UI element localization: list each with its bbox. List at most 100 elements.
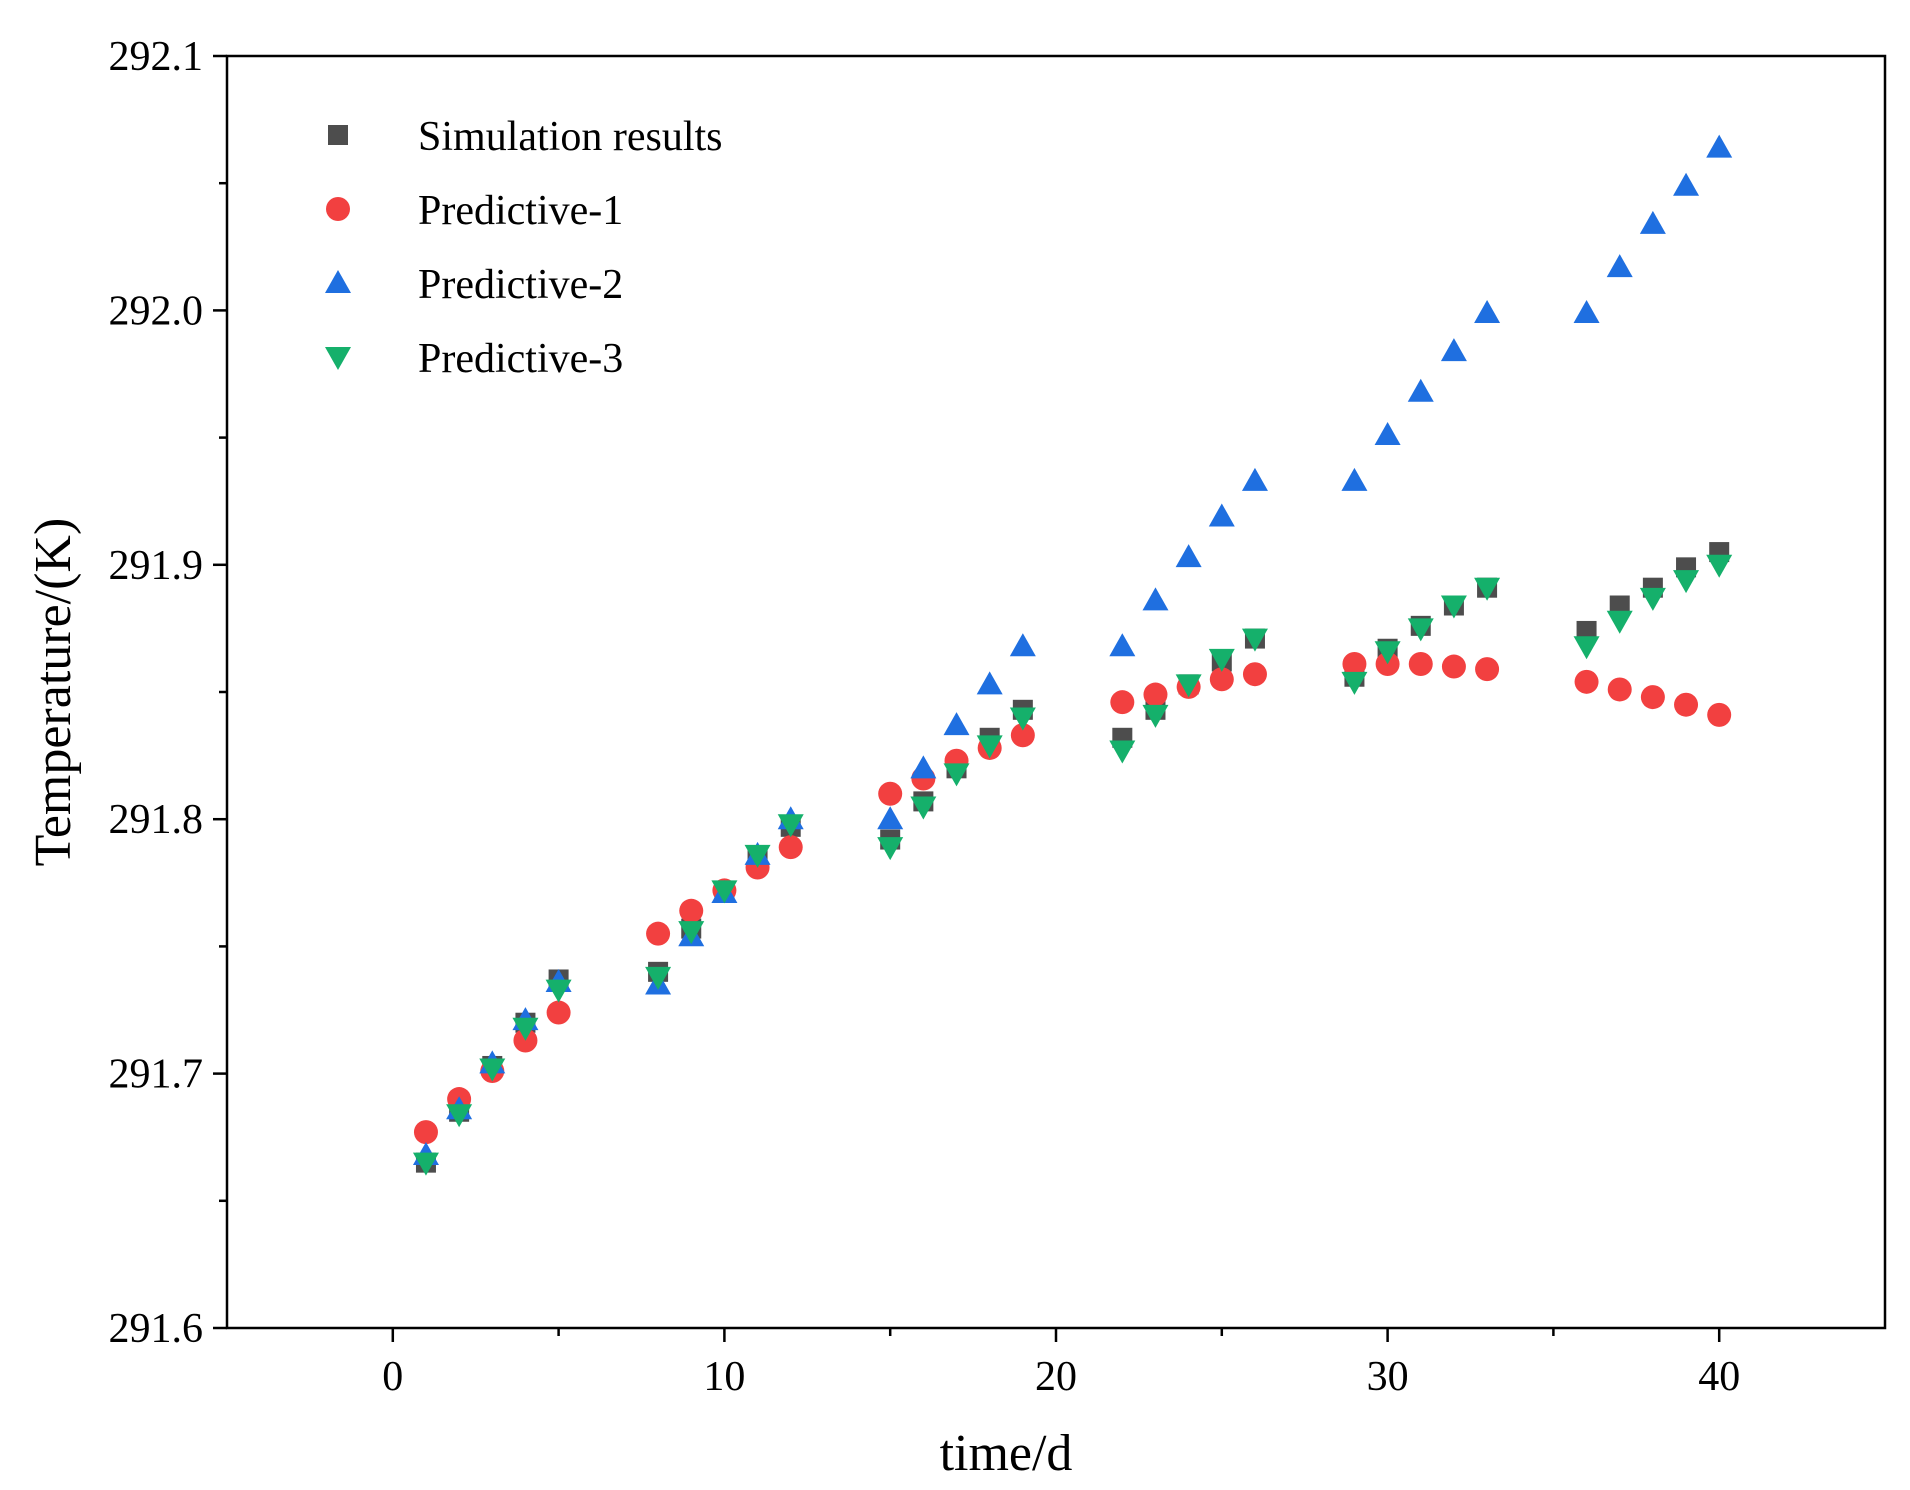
data-point (1673, 570, 1700, 594)
data-point (645, 966, 672, 990)
data-point (1175, 544, 1202, 568)
data-point (412, 1152, 439, 1176)
data-point (1208, 648, 1235, 672)
legend-label: Predictive-1 (418, 188, 623, 234)
data-point (1441, 654, 1466, 679)
x-tick-label: 20 (1035, 1354, 1077, 1400)
data-point (1109, 740, 1136, 764)
data-point (1440, 595, 1467, 619)
data-point (1706, 554, 1733, 578)
series-triangle-down (412, 554, 1733, 1176)
legend-label: Simulation results (418, 114, 723, 160)
data-point (1706, 134, 1733, 158)
data-point (679, 898, 704, 923)
legend-label: Predictive-2 (418, 262, 623, 308)
legend-marker (328, 125, 348, 145)
data-point (646, 921, 671, 946)
data-point (479, 1058, 506, 1082)
data-point (1707, 702, 1732, 727)
x-tick-label: 0 (382, 1354, 403, 1400)
data-point (1374, 641, 1401, 665)
data-point (1175, 674, 1202, 698)
data-point (546, 1000, 571, 1025)
x-tick-label: 30 (1367, 1354, 1409, 1400)
data-point (512, 1017, 539, 1041)
data-point (778, 835, 803, 860)
data-point (1407, 378, 1434, 402)
data-point (1241, 628, 1268, 652)
series-circle (413, 652, 1732, 1145)
legend-label: Predictive-3 (418, 336, 623, 382)
x-axis-title: time/d (940, 1425, 1073, 1482)
data-point (1241, 467, 1268, 491)
y-tick-label: 291.8 (109, 797, 204, 843)
data-point (877, 837, 904, 861)
data-point (413, 1120, 438, 1145)
data-point (744, 844, 771, 868)
data-point (1606, 610, 1633, 634)
data-point (1342, 652, 1367, 677)
y-tick-label: 292.1 (109, 34, 204, 80)
data-point (1341, 671, 1368, 695)
data-point (910, 755, 937, 779)
data-point (976, 671, 1003, 695)
y-tick-label: 291.9 (109, 543, 204, 589)
y-tick-label: 292.0 (109, 288, 204, 334)
data-point (1673, 172, 1700, 196)
y-axis-title: Temperature/(K) (25, 518, 82, 867)
data-point (1407, 618, 1434, 642)
data-point (1440, 338, 1467, 362)
data-point (1143, 682, 1168, 707)
data-point (1609, 595, 1630, 616)
data-point (545, 979, 572, 1003)
y-tick-label: 291.6 (109, 1306, 204, 1352)
data-markers (412, 134, 1733, 1176)
data-point (877, 806, 904, 830)
data-point (1142, 704, 1169, 728)
data-point (1606, 254, 1633, 278)
data-point (1142, 587, 1169, 611)
data-point (1639, 210, 1666, 234)
data-point (1639, 587, 1666, 611)
data-point (446, 1104, 473, 1128)
data-point (1010, 723, 1035, 748)
y-tick-label: 291.7 (109, 1052, 204, 1098)
data-point (1009, 633, 1036, 657)
data-point (1474, 577, 1501, 601)
legend-marker (326, 197, 350, 221)
data-point (1110, 690, 1135, 715)
data-point (1109, 633, 1136, 657)
legend: Simulation results Predictive-1 Predictive… (325, 114, 723, 382)
series-triangle-up (412, 134, 1733, 1166)
data-point (1208, 503, 1235, 527)
data-point (1209, 667, 1234, 692)
axis-ticks (213, 54, 1721, 1342)
data-point (1573, 299, 1600, 323)
x-tick-label: 40 (1698, 1354, 1740, 1400)
x-tick-label: 10 (703, 1354, 745, 1400)
data-point (1009, 707, 1036, 731)
data-point (943, 712, 970, 736)
data-point (1408, 652, 1433, 677)
data-point (1474, 299, 1501, 323)
data-point (878, 781, 903, 806)
data-point (711, 880, 738, 904)
data-point (1576, 620, 1597, 641)
data-point (1573, 636, 1600, 660)
legend-marker (325, 347, 351, 370)
data-point (1341, 467, 1368, 491)
data-point (1374, 422, 1401, 446)
data-point (777, 814, 804, 838)
data-point (910, 796, 937, 820)
data-point (976, 735, 1003, 759)
data-point (1607, 677, 1632, 702)
data-point (678, 921, 705, 945)
legend-marker (325, 270, 351, 293)
data-point (1475, 657, 1500, 682)
data-point (1242, 662, 1267, 687)
data-point (1574, 669, 1599, 694)
data-point (943, 763, 970, 787)
axis-tick-labels: 0 10 20 30 40 291.6 291.7 291.8 291.9 292.0 292.1 (109, 34, 1741, 1400)
